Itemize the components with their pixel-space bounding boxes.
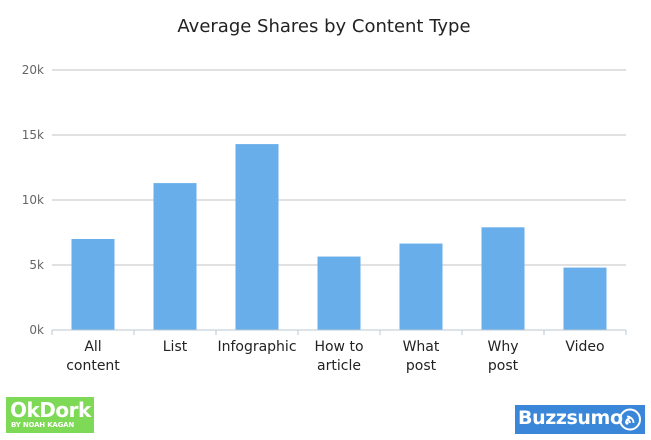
- buzzsumo-logo-text: Buzzsumo: [518, 407, 623, 429]
- bar: [317, 256, 361, 330]
- x-tick-label: content: [66, 358, 120, 374]
- bar: [153, 183, 197, 330]
- bar: [71, 239, 115, 330]
- wifi-signal-icon: [619, 408, 641, 431]
- buzzsumo-logo: Buzzsumo: [515, 405, 645, 434]
- bar: [481, 227, 525, 330]
- y-axis: 0k 5k 10k 15k 20k: [22, 63, 44, 337]
- grid-lines: [52, 69, 626, 266]
- bar: [563, 267, 607, 330]
- chart-title: Average Shares by Content Type: [177, 16, 470, 37]
- okdork-logo-text: OkDork: [10, 398, 91, 422]
- x-tick-label: post: [488, 358, 519, 374]
- y-tick-label: 0k: [29, 323, 44, 337]
- x-tick-label: Why: [487, 339, 518, 355]
- x-tick-label: article: [317, 358, 361, 374]
- okdork-logo: OkDork BY NOAH KAGAN: [6, 397, 94, 433]
- okdork-logo-subtitle: BY NOAH KAGAN: [11, 421, 75, 429]
- x-tick-label: How to: [314, 339, 363, 355]
- y-tick-label: 20k: [22, 63, 44, 77]
- x-tick-label: What: [403, 339, 440, 355]
- bars: [71, 144, 607, 330]
- x-tick-label: Video: [565, 339, 604, 355]
- y-tick-label: 15k: [22, 128, 44, 142]
- x-tick-label: post: [406, 358, 437, 374]
- y-tick-label: 10k: [22, 193, 44, 207]
- x-tick-label: All: [84, 339, 101, 355]
- bar: [235, 144, 279, 330]
- x-tick-label: Infographic: [217, 339, 296, 355]
- x-axis: All content List Infographic How to article Wh…: [51, 329, 627, 374]
- x-tick-label: List: [163, 339, 188, 355]
- y-tick-label: 5k: [29, 258, 44, 272]
- bar: [399, 243, 443, 330]
